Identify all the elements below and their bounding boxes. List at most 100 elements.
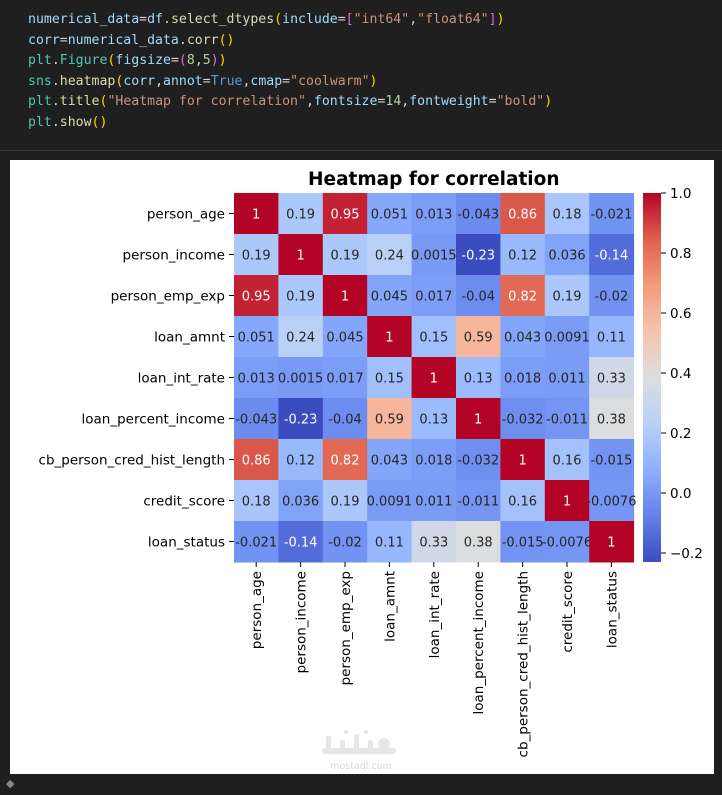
cell-annotation: 0.051: [238, 331, 275, 346]
heatmap-cell: [456, 398, 501, 440]
heatmap-cell: [456, 480, 501, 522]
heatmap-cell: [500, 480, 546, 522]
cell-annotation: 0.15: [375, 372, 404, 387]
heatmap-cell: [544, 193, 590, 235]
code-token: =: [282, 73, 291, 89]
cell-annotation: 0.0015: [278, 372, 324, 387]
x-tick-label: loan_amnt: [382, 571, 398, 642]
heatmap-cell: [278, 316, 324, 358]
cell-annotation: 0.18: [242, 495, 271, 510]
heatmap-cell: [367, 398, 413, 440]
heatmap-cell: [278, 275, 324, 317]
cell-annotation: -0.04: [461, 290, 495, 305]
heatmap-cell: [456, 439, 501, 481]
heatmap-cell: [456, 521, 501, 563]
cell-annotation: -0.032: [457, 454, 499, 469]
heatmap-cell: [367, 275, 413, 317]
heatmap-cell: [322, 398, 368, 440]
cell-annotation: 0.13: [464, 372, 493, 387]
code-editor[interactable]: numerical_data=df.select_dtypes(include=…: [28, 10, 552, 133]
cell-annotation: 0.036: [282, 495, 319, 510]
heatmap-cell: [234, 234, 279, 276]
code-token: ): [544, 94, 553, 109]
code-token: =: [337, 12, 346, 27]
heatmap-cell: [456, 316, 501, 358]
heatmap-cell: [278, 193, 324, 235]
cell-annotation: 0.33: [419, 536, 448, 551]
heatmap-cell: [544, 521, 590, 563]
cell-annotation: 0.38: [464, 536, 493, 551]
code-token: =: [139, 12, 148, 27]
cell-annotation: 1: [607, 536, 615, 551]
cell-annotation: 0.11: [375, 536, 404, 551]
code-token: True: [210, 73, 243, 89]
cell-annotation: -0.02: [595, 290, 629, 305]
code-token: "bold": [496, 94, 545, 109]
code-token: numerical_data: [67, 32, 179, 48]
code-token: numerical_data: [28, 12, 140, 27]
code-cell[interactable]: numerical_data=df.select_dtypes(include=…: [0, 0, 722, 151]
heatmap-cell: [500, 234, 546, 276]
code-line: plt.title("Heatmap for correlation",font…: [28, 92, 552, 113]
colorbar-tick-label: 1.0: [670, 186, 691, 202]
heatmap-cell: [367, 357, 413, 399]
y-tick-label: person_income: [123, 248, 225, 264]
heatmap-cell: [544, 439, 590, 481]
heatmap-cell: [322, 439, 368, 481]
heatmap-cell: [322, 357, 368, 399]
x-tick-label: person_income: [294, 571, 310, 673]
cell-annotation: -0.011: [546, 413, 588, 428]
code-token: cmap: [250, 73, 283, 89]
cell-annotation: -0.021: [235, 536, 277, 551]
watermark-logo-icon: mostaql.com: [322, 730, 396, 772]
code-token: fontsize: [313, 94, 378, 109]
heatmap-cell: [589, 193, 635, 235]
code-token: ,: [194, 53, 203, 68]
heatmap-cell: [589, 398, 635, 440]
cell-annotation: 0.018: [415, 454, 452, 469]
cell-annotation: 0.013: [238, 372, 275, 387]
heatmap-cell: [500, 193, 546, 235]
cell-annotation: -0.015: [502, 536, 544, 551]
code-line: plt.show(): [28, 113, 552, 134]
cell-annotation: 0.38: [597, 413, 626, 428]
cell-annotation: 0.045: [326, 331, 363, 346]
cell-annotation: 0.017: [415, 290, 452, 305]
heatmap-cell: [500, 398, 546, 440]
heatmap-cell: [411, 193, 457, 235]
cell-annotation: 0.0015: [411, 249, 457, 264]
cell-annotation: 0.045: [371, 290, 408, 305]
heatmap-cell: [500, 357, 546, 399]
code-token: .: [51, 114, 60, 130]
cell-annotation: -0.0076: [542, 536, 592, 551]
code-token: .: [51, 73, 60, 89]
heatmap-cell: [589, 439, 635, 481]
heatmap-cell: [322, 480, 368, 522]
heatmap-cell: [500, 316, 546, 358]
heatmap-cell: [278, 398, 324, 440]
cell-annotation: 0.86: [508, 208, 537, 223]
cell-annotation: -0.021: [590, 208, 632, 223]
x-tick-label: cb_person_cred_hist_length: [516, 571, 532, 757]
code-token: "int64": [353, 12, 410, 27]
heatmap-cell: [234, 357, 279, 399]
heatmap-cell: [367, 521, 413, 563]
cell-annotation: 0.011: [415, 495, 452, 510]
code-token: =: [170, 53, 179, 68]
heatmap-cell: [278, 521, 324, 563]
heatmap-cell: [544, 357, 590, 399]
code-token: (: [99, 94, 108, 109]
y-tick-label: cb_person_cred_hist_length: [39, 453, 225, 469]
heatmap-cell: [544, 234, 590, 276]
code-token: =: [488, 94, 497, 109]
cell-annotation: 0.0091: [367, 495, 413, 510]
cell-annotation: 0.19: [331, 495, 360, 510]
cell-annotation: 0.19: [553, 290, 582, 305]
cell-annotation: -0.032: [502, 413, 544, 428]
code-token: sns: [28, 73, 52, 89]
y-tick-label: loan_int_rate: [138, 371, 225, 387]
cell-annotation: 0.051: [371, 208, 408, 223]
cell-annotation: 0.19: [286, 290, 315, 305]
heatmap-cell: [500, 439, 546, 481]
heatmap-cell: [278, 480, 324, 522]
